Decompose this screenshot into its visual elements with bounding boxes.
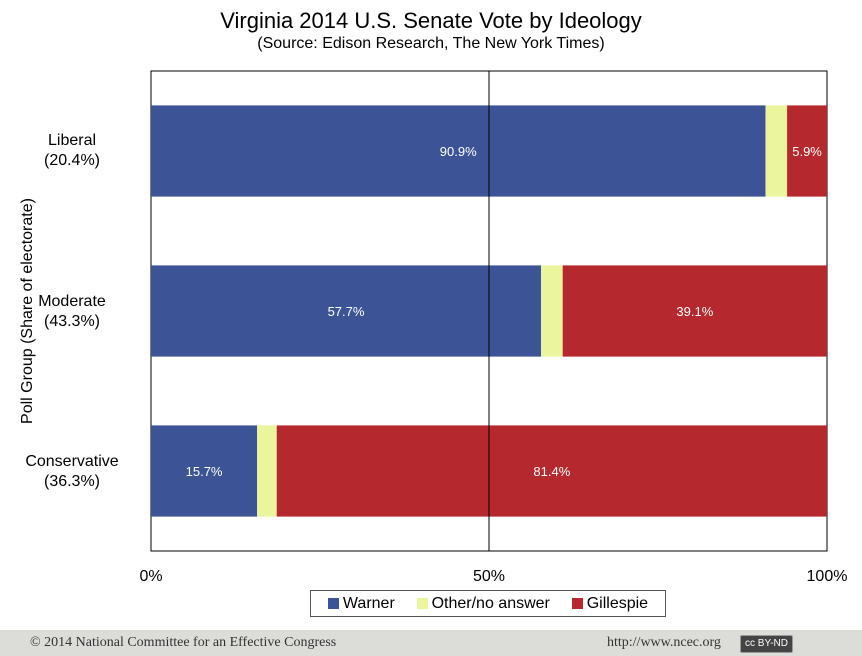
category-name: Conservative [25,453,119,470]
legend-label: Warner [342,594,395,612]
footer: © 2014 National Committee for an Effecti… [0,630,862,656]
category-share: (43.3%) [43,313,101,330]
copyright-text: © 2014 National Committee for an Effecti… [30,635,337,650]
category-share: (36.3%) [43,473,101,490]
chart-subtitle: (Source: Edison Research, The New York T… [257,35,605,52]
bar-other-no-answer-moderate [541,265,563,357]
category-name: Moderate [38,293,106,310]
x-tick-label: 100% [807,568,848,585]
x-tick-label: 0% [139,568,162,585]
bar-value-label: 5.9% [792,144,822,159]
legend-swatch-gillespie [571,598,583,609]
legend-label: Gillespie [586,594,649,612]
bar-value-label: 57.7% [328,304,365,319]
chart-svg: 90.9% 5.9% 57.7% 39.1% 15.7% 81.4% 0% 50% 100% [139,70,848,585]
bar-other-no-answer-liberal [765,105,788,197]
category-name: Liberal [47,132,97,149]
x-tick-label: 50% [473,568,505,585]
legend-label: Other/no answer [431,594,550,612]
category-label-liberal: Liberal (20.4%) [2,131,142,171]
bar-value-label: 81.4% [533,464,570,479]
bar-gillespie-moderate [562,265,827,357]
title-block: Virginia 2014 U.S. Senate Vote by Ideolo… [0,8,862,54]
bar-warner-conservative [151,425,258,517]
legend-swatch-warner [327,598,339,609]
category-share: (20.4%) [43,152,101,169]
legend: Warner Other/no answer Gillespie [310,590,666,617]
bar-gillespie-liberal [787,105,827,197]
legend-item-warner: Warner [327,594,395,613]
category-label-conservative: Conservative (36.3%) [2,452,142,492]
legend-item-gillespie: Gillespie [571,594,649,613]
bar-gillespie-conservative [276,425,828,517]
bar-other-no-answer-conservative [257,425,277,517]
bar-value-label: 15.7% [186,464,223,479]
chart-title: Virginia 2014 U.S. Senate Vote by Ideolo… [220,8,642,33]
legend-item-other: Other/no answer [416,594,550,613]
legend-swatch-other [416,598,428,609]
category-label-moderate: Moderate (43.3%) [2,292,142,332]
license-badge: cc BY-ND [740,635,793,653]
bar-value-label: 39.1% [676,304,713,319]
bar-value-label: 90.9% [440,144,477,159]
bar-warner-moderate [151,265,542,357]
bar-warner-liberal [151,105,766,197]
site-link[interactable]: http://www.ncec.org [607,635,721,650]
